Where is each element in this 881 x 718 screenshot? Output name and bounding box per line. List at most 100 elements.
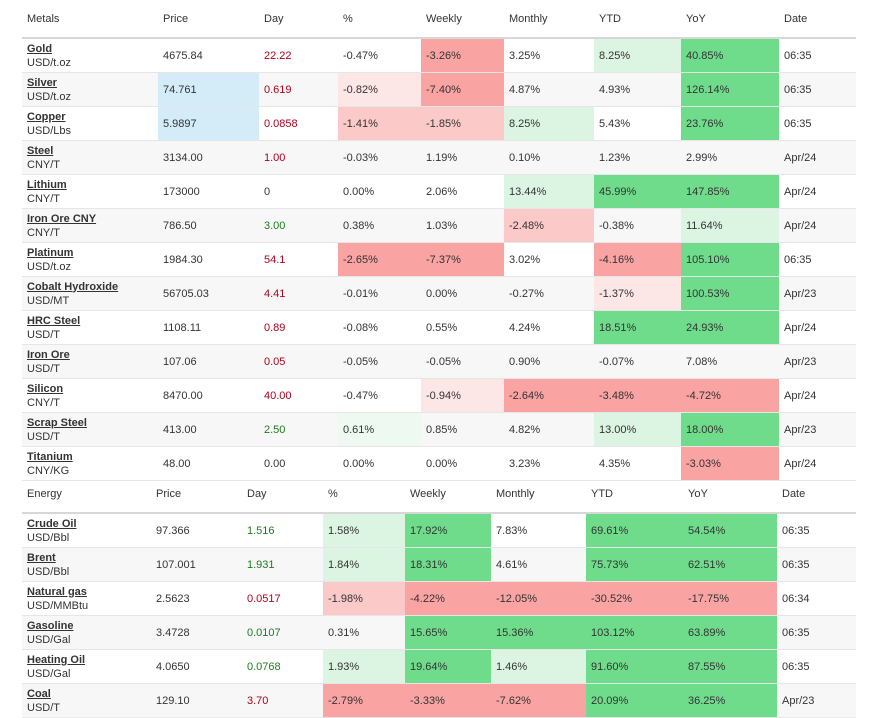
- commodity-link[interactable]: Silicon: [27, 382, 64, 395]
- monthly-cell: 3.02%: [504, 242, 594, 277]
- table-row[interactable]: HRC Steel USD/T 1108.11 0.89 -0.08% 0.55% 4.24…: [22, 310, 856, 345]
- commodity-link[interactable]: Gasoline: [27, 619, 74, 632]
- commodity-link[interactable]: Natural gas: [27, 585, 87, 598]
- table-row[interactable]: Silicon CNY/T 8470.00 40.00 -0.47% -0.94% -2.6…: [22, 378, 856, 413]
- day-cell: 54.1: [259, 242, 338, 277]
- pct-cell: -0.03%: [338, 140, 421, 175]
- weekly-cell: 1.03%: [421, 208, 504, 243]
- table-row[interactable]: Platinum USD/t.oz 1984.30 54.1 -2.65% -7.37% 3…: [22, 242, 856, 277]
- col-header-name[interactable]: Metals: [27, 12, 60, 25]
- weekly-cell: 18.31%: [405, 547, 491, 582]
- date-cell: 06:35: [779, 72, 856, 107]
- col-header-monthly[interactable]: Monthly: [509, 12, 548, 25]
- col-header-day[interactable]: Day: [247, 487, 267, 500]
- energy-header-row: Energy Price Day % Weekly Monthly YTD Yo…: [22, 475, 856, 513]
- col-header-percent[interactable]: %: [343, 12, 353, 25]
- metals-header-row: Metals Price Day % Weekly Monthly YTD Yo…: [22, 0, 856, 38]
- table-row[interactable]: Brent USD/Bbl 107.001 1.931 1.84% 18.31% 4.61%…: [22, 547, 856, 582]
- pct-cell: 0.61%: [338, 412, 421, 447]
- table-row[interactable]: Iron Ore USD/T 107.06 0.05 -0.05% -0.05% 0.90%…: [22, 344, 856, 379]
- date-cell: Apr/24: [779, 310, 856, 345]
- yoy-cell: 62.51%: [683, 547, 777, 582]
- commodity-link[interactable]: Lithium: [27, 178, 67, 191]
- commodity-cell: Crude Oil USD/Bbl: [22, 513, 151, 548]
- commodity-unit: USD/t.oz: [27, 260, 72, 273]
- table-row[interactable]: Gold USD/t.oz 4675.84 22.22 -0.47% -3.26% 3.25…: [22, 38, 856, 73]
- col-header-percent[interactable]: %: [328, 487, 338, 500]
- yoy-cell: -4.72%: [681, 378, 779, 413]
- day-cell: 22.22: [259, 38, 338, 73]
- commodity-link[interactable]: Steel: [27, 144, 54, 157]
- commodity-cell: Silicon CNY/T: [22, 378, 158, 413]
- col-header-yoy[interactable]: YoY: [686, 12, 706, 25]
- table-row[interactable]: Natural gas USD/MMBtu 2.5623 0.0517 -1.98% -4…: [22, 581, 856, 616]
- table-row[interactable]: Crude Oil USD/Bbl 97.366 1.516 1.58% 17.92% 7.…: [22, 513, 856, 548]
- pct-cell: -0.82%: [338, 72, 421, 107]
- date-cell: 06:35: [777, 649, 856, 684]
- price-cell: 97.366: [151, 513, 242, 548]
- col-header-name[interactable]: Energy: [27, 487, 62, 500]
- weekly-cell: -3.26%: [421, 38, 504, 73]
- table-row[interactable]: Titanium CNY/KG 48.00 0.00 0.00% 0.00% 3.23% 4.…: [22, 446, 856, 481]
- ytd-cell: 8.25%: [594, 38, 681, 73]
- col-header-date[interactable]: Date: [784, 12, 808, 25]
- date-cell: Apr/23: [779, 344, 856, 379]
- monthly-cell: -7.62%: [491, 683, 586, 718]
- commodity-link[interactable]: Crude Oil: [27, 517, 77, 530]
- yoy-cell: 11.64%: [681, 208, 779, 243]
- date-cell: 06:35: [779, 242, 856, 277]
- table-row[interactable]: Lithium CNY/T 173000 0 0.00% 2.06% 13.44% 45.99…: [22, 174, 856, 209]
- col-header-ytd[interactable]: YTD: [591, 487, 613, 500]
- commodity-link[interactable]: Platinum: [27, 246, 74, 259]
- col-header-price[interactable]: Price: [156, 487, 182, 500]
- table-row[interactable]: Cobalt Hydroxide USD/MT 56705.03 4.41 -0.01%…: [22, 276, 856, 311]
- table-row[interactable]: Steel CNY/T 3134.00 1.00 -0.03% 1.19% 0.10% 1.2…: [22, 140, 856, 175]
- col-header-price[interactable]: Price: [163, 12, 189, 25]
- yoy-cell: 2.99%: [681, 140, 779, 175]
- monthly-cell: 13.44%: [504, 174, 594, 209]
- table-row[interactable]: Scrap Steel USD/T 413.00 2.50 0.61% 0.85% 4.82…: [22, 412, 856, 447]
- pct-cell: 1.93%: [323, 649, 405, 684]
- col-header-weekly[interactable]: Weekly: [410, 487, 446, 500]
- weekly-cell: 0.85%: [421, 412, 504, 447]
- col-header-yoy[interactable]: YoY: [688, 487, 708, 500]
- commodity-link[interactable]: Heating Oil: [27, 653, 86, 666]
- commodity-link[interactable]: Brent: [27, 551, 56, 564]
- weekly-cell: 2.06%: [421, 174, 504, 209]
- table-row[interactable]: Gasoline USD/Gal 3.4728 0.0107 0.31% 15.65% 15…: [22, 615, 856, 650]
- commodity-link[interactable]: Copper: [27, 110, 66, 123]
- commodity-link[interactable]: Cobalt Hydroxide: [27, 280, 119, 293]
- commodity-cell: Lithium CNY/T: [22, 174, 158, 209]
- commodity-link[interactable]: Silver: [27, 76, 57, 89]
- col-header-weekly[interactable]: Weekly: [426, 12, 462, 25]
- price-cell: 56705.03: [158, 276, 259, 311]
- table-row[interactable]: Iron Ore CNY CNY/T 786.50 3.00 0.38% 1.03% -2.…: [22, 208, 856, 243]
- col-header-ytd[interactable]: YTD: [599, 12, 621, 25]
- col-header-date[interactable]: Date: [782, 487, 806, 500]
- pct-cell: 0.00%: [338, 174, 421, 209]
- day-cell: 0.00: [259, 446, 338, 481]
- date-cell: 06:35: [777, 615, 856, 650]
- date-cell: 06:35: [777, 513, 856, 548]
- table-row[interactable]: Copper USD/Lbs 5.9897 0.0858 -1.41% -1.85% 8.2…: [22, 106, 856, 141]
- ytd-cell: 69.61%: [586, 513, 683, 548]
- commodity-link[interactable]: Iron Ore: [27, 348, 70, 361]
- commodity-link[interactable]: Scrap Steel: [27, 416, 87, 429]
- col-header-monthly[interactable]: Monthly: [496, 487, 535, 500]
- commodity-cell: Iron Ore CNY CNY/T: [22, 208, 158, 243]
- yoy-cell: 40.85%: [681, 38, 779, 73]
- pct-cell: -0.05%: [338, 344, 421, 379]
- commodity-link[interactable]: Coal: [27, 687, 51, 700]
- commodity-link[interactable]: Iron Ore CNY: [27, 212, 97, 225]
- monthly-cell: 3.23%: [504, 446, 594, 481]
- commodity-cell: Gasoline USD/Gal: [22, 615, 151, 650]
- col-header-day[interactable]: Day: [264, 12, 284, 25]
- table-row[interactable]: Coal USD/T 129.10 3.70 -2.79% -3.33% -7.62% 20.…: [22, 683, 856, 718]
- yoy-cell: 105.10%: [681, 242, 779, 277]
- commodity-link[interactable]: HRC Steel: [27, 314, 81, 327]
- energy-table: Energy Price Day % Weekly Monthly YTD Yo…: [22, 475, 856, 718]
- commodity-link[interactable]: Gold: [27, 42, 53, 55]
- commodity-link[interactable]: Titanium: [27, 450, 73, 463]
- table-row[interactable]: Heating Oil USD/Gal 4.0650 0.0768 1.93% 19.64…: [22, 649, 856, 684]
- table-row[interactable]: Silver USD/t.oz 74.761 0.619 -0.82% -7.40% 4.8…: [22, 72, 856, 107]
